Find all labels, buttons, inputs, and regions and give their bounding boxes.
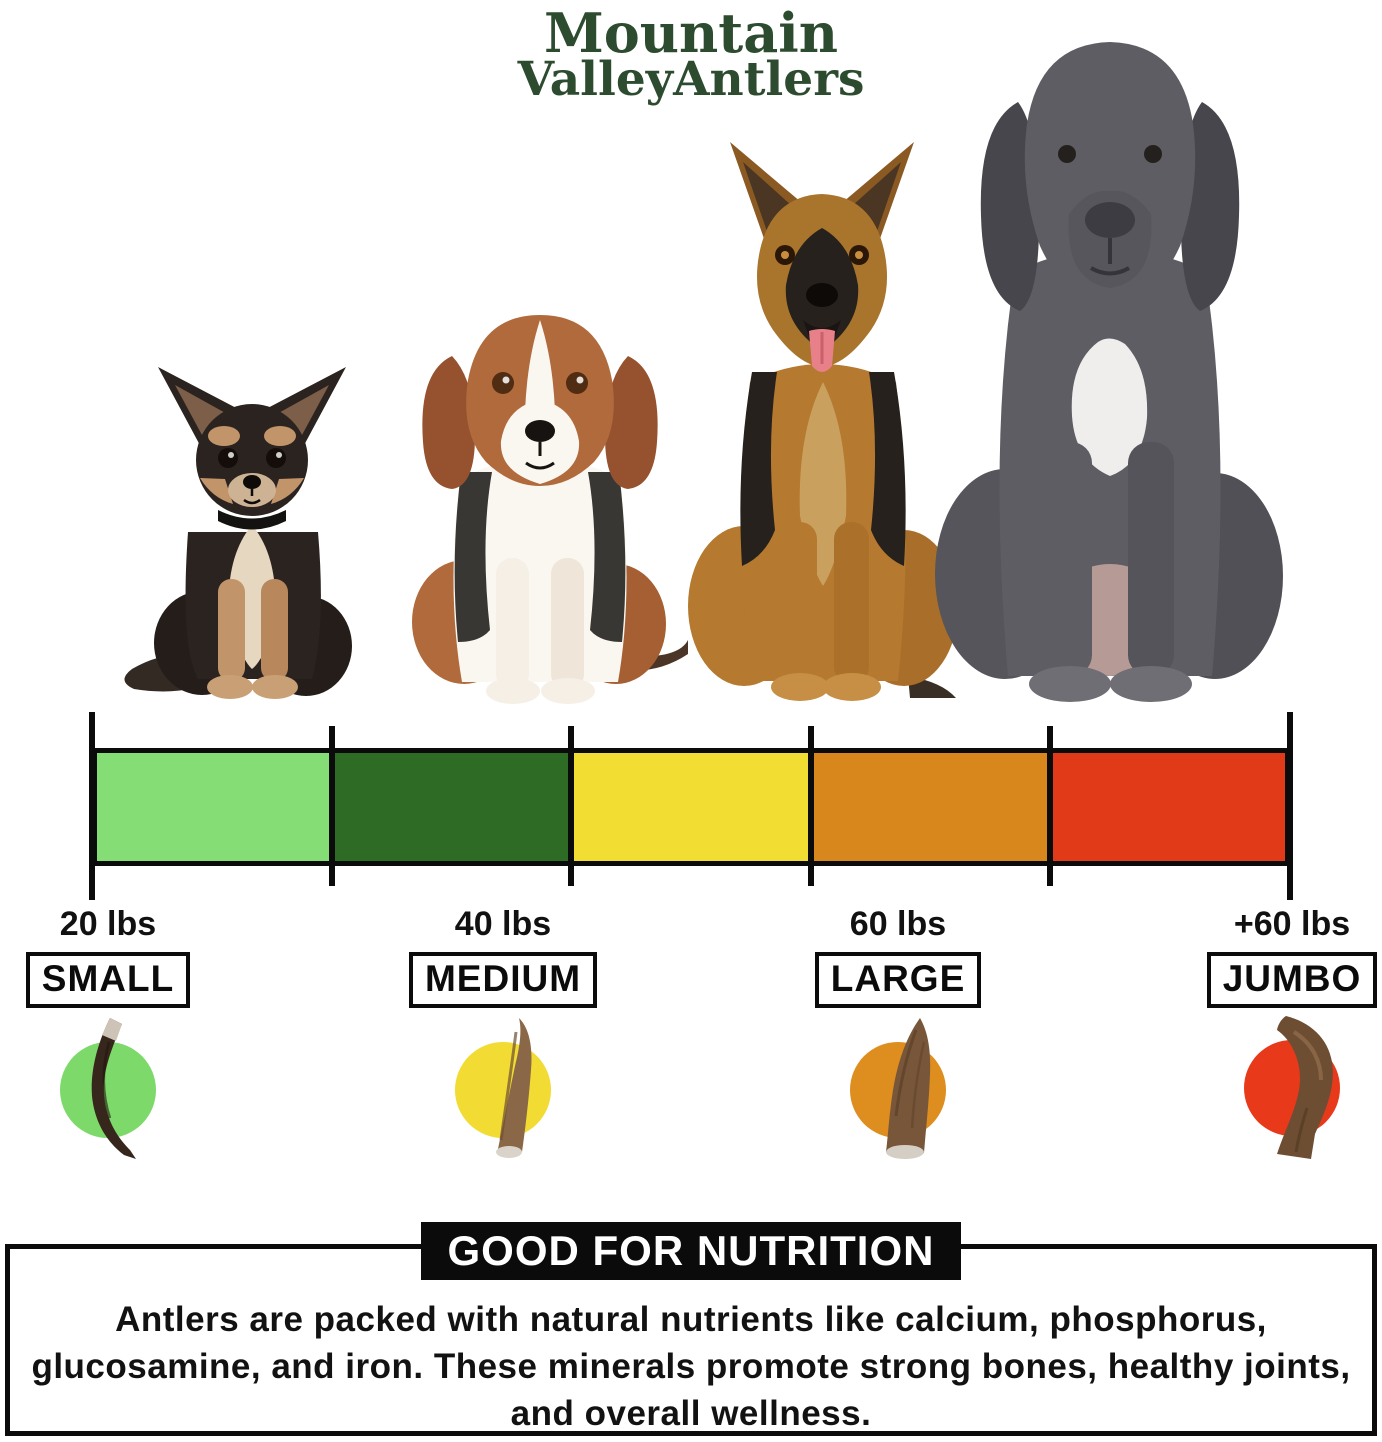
weight-label-jumbo: +60 lbs	[1233, 905, 1351, 943]
scale-tick-5	[1047, 726, 1053, 886]
size-label-medium: MEDIUM	[408, 952, 598, 1008]
weight-label-medium: 40 lbs	[454, 905, 552, 943]
scale-tick-start	[89, 712, 95, 900]
tier-column-jumbo: +60 lbs JUMBO	[1172, 905, 1382, 1008]
scale-tick-end	[1287, 712, 1293, 900]
weight-label-large: 60 lbs	[849, 905, 947, 943]
bar-segment-jumbo	[1047, 753, 1285, 861]
bar-segment-small	[97, 753, 335, 861]
size-label-jumbo: JUMBO	[1206, 952, 1378, 1008]
beagle-dog-illustration	[412, 315, 688, 704]
scale-tick-3	[568, 726, 574, 886]
tier-column-large: 60 lbs LARGE	[778, 905, 1018, 1008]
great-dane-dog-illustration	[935, 42, 1283, 702]
bar-segment-small-medium	[334, 753, 573, 861]
antler-icon-medium	[455, 1018, 551, 1158]
weight-scale-bar	[92, 748, 1290, 866]
brand-logo-line2: ValleyAntlers	[517, 52, 865, 107]
nutrition-title-bar: GOOD FOR NUTRITION	[421, 1222, 961, 1280]
bar-segment-large	[809, 753, 1048, 861]
brand-logo: Mountain ValleyAntlers	[0, 6, 1382, 103]
antler-circle-small	[60, 1042, 156, 1138]
weight-label-small: 20 lbs	[59, 905, 157, 943]
size-label-small: SMALL	[25, 952, 191, 1008]
size-label-large: LARGE	[814, 952, 982, 1008]
antler-icon-large	[850, 1018, 946, 1159]
tier-column-medium: 40 lbs MEDIUM	[383, 905, 623, 1008]
antler-icon-jumbo	[1244, 1016, 1340, 1159]
scale-tick-4	[808, 726, 814, 886]
chihuahua-dog-illustration	[124, 367, 352, 699]
german-shepherd-dog-illustration	[688, 142, 958, 701]
scale-tick-2	[329, 726, 335, 886]
tier-column-small: 20 lbs SMALL	[0, 905, 228, 1008]
nutrition-body-text: Antlers are packed with natural nutrient…	[31, 1300, 1351, 1433]
antler-icon-small	[60, 1018, 156, 1159]
brand-logo-line1: Mountain	[543, 1, 839, 65]
bar-segment-medium	[572, 753, 810, 861]
